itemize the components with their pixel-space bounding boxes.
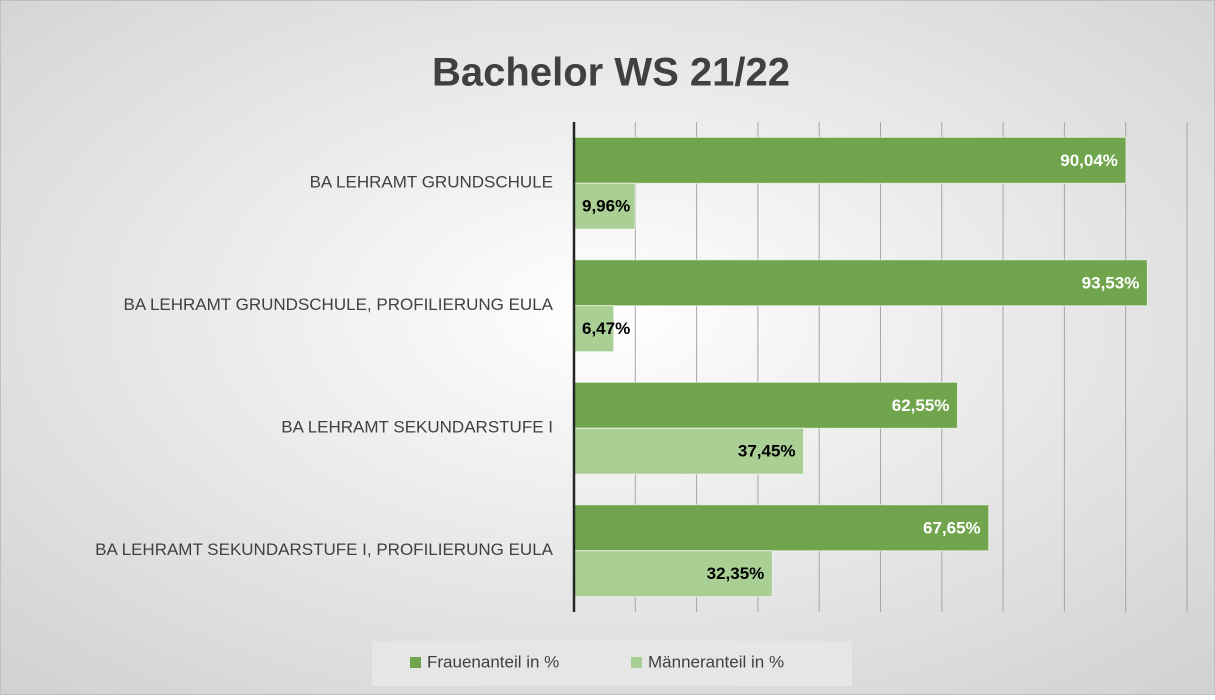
data-label: 90,04% <box>1060 151 1118 170</box>
data-label: 67,65% <box>923 518 981 537</box>
bar <box>573 550 773 598</box>
legend-swatch <box>631 657 642 668</box>
data-label: 93,53% <box>1082 273 1140 292</box>
legend-box <box>372 641 852 686</box>
bar <box>573 427 805 475</box>
data-label: 6,47% <box>582 319 630 338</box>
bar <box>573 381 958 429</box>
y-tick-label: BA LEHRAMT GRUNDSCHULE, PROFILIERUNG EUL… <box>124 295 554 314</box>
bar <box>573 305 615 353</box>
chart-title: Bachelor WS 21/22 <box>432 51 790 95</box>
bar <box>573 136 1127 184</box>
legend-label: Frauenanteil in % <box>427 652 559 671</box>
data-label: 62,55% <box>892 396 950 415</box>
data-label: 9,96% <box>582 197 630 216</box>
y-tick-label: BA LEHRAMT SEKUNDARSTUFE I, PROFILIERUNG… <box>95 540 553 559</box>
bar <box>573 259 1148 307</box>
legend-swatch <box>410 657 421 668</box>
y-tick-label: BA LEHRAMT SEKUNDARSTUFE I <box>281 418 553 437</box>
y-tick-label: BA LEHRAMT GRUNDSCHULE <box>310 173 553 192</box>
data-label: 37,45% <box>738 442 796 461</box>
legend-label: Männeranteil in % <box>648 652 784 671</box>
data-label: 32,35% <box>707 564 765 583</box>
